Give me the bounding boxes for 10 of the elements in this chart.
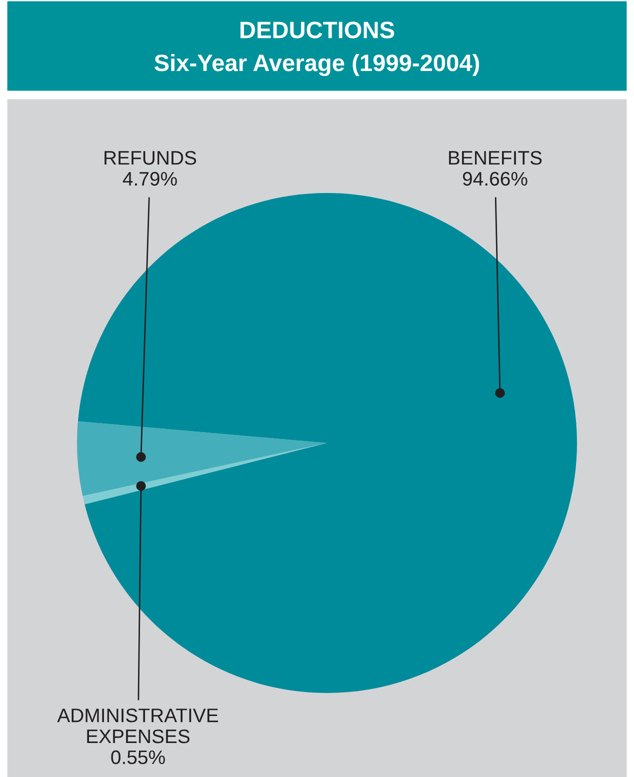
data-label: 94.66% (462, 172, 528, 186)
slice-label: REFUNDS (104, 150, 196, 165)
slice-label: BENEFITS (449, 150, 542, 165)
chart-subtitle: Six-Year Average (1999-2004) (154, 54, 480, 76)
pie-slice (78, 193, 577, 693)
pie-slice (77, 421, 327, 496)
chart-title: DEDUCTIONS (240, 22, 394, 38)
data-label: 0.55% (111, 750, 165, 764)
data-label: 4.79% (122, 172, 177, 186)
slice-label: ADMINISTRATIVE EXPENSES (57, 708, 218, 744)
